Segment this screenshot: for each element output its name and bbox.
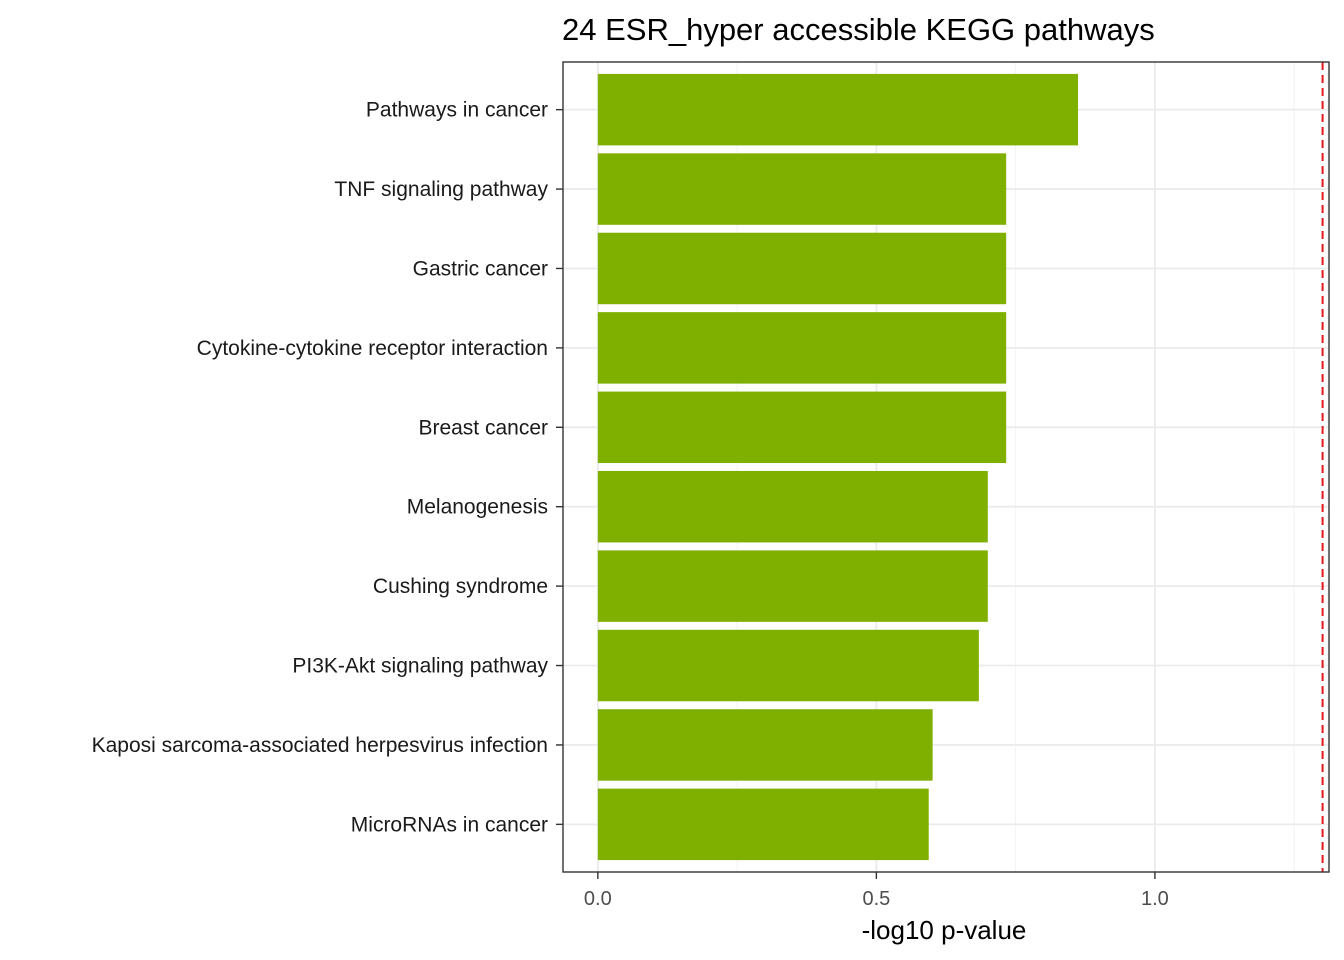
y-axis: Pathways in cancer TNF signaling pathway G…: [92, 99, 563, 836]
y-tick-label: Melanogenesis: [407, 496, 548, 519]
bars: [597, 73, 1079, 861]
y-tick-label: PI3K-Akt signaling pathway: [292, 655, 548, 678]
plot-border: [562, 61, 1330, 873]
y-tick-label: MicroRNAs in cancer: [351, 813, 548, 836]
y-tick-label: Gastric cancer: [413, 257, 548, 280]
bar: [597, 312, 1007, 384]
y-tick-label: Cushing syndrome: [373, 575, 548, 598]
x-tick-label: 0.5: [862, 888, 890, 910]
y-tick-label: Pathways in cancer: [366, 99, 548, 122]
bar: [597, 153, 1007, 225]
y-tick-label: Breast cancer: [418, 416, 548, 439]
x-axis-title: -log10 p-value: [862, 915, 1027, 945]
x-tick-label: 1.0: [1141, 888, 1169, 910]
x-axis: 0.0 0.5 1.0: [584, 872, 1169, 910]
bar: [597, 470, 988, 543]
chart-title: 24 ESR_hyper accessible KEGG pathways: [562, 12, 1155, 47]
y-tick-label: Cytokine-cytokine receptor interaction: [197, 337, 548, 360]
y-tick-label: Kaposi sarcoma-associated herpesvirus in…: [92, 734, 548, 757]
x-tick-label: 0.0: [584, 888, 612, 910]
bar: [597, 550, 988, 622]
bar: [597, 629, 979, 702]
bar: [597, 232, 1007, 305]
bar: [597, 788, 929, 861]
bar: [597, 73, 1079, 146]
bar: [597, 391, 1007, 464]
y-tick-label: TNF signaling pathway: [334, 178, 548, 201]
bar: [597, 709, 933, 781]
